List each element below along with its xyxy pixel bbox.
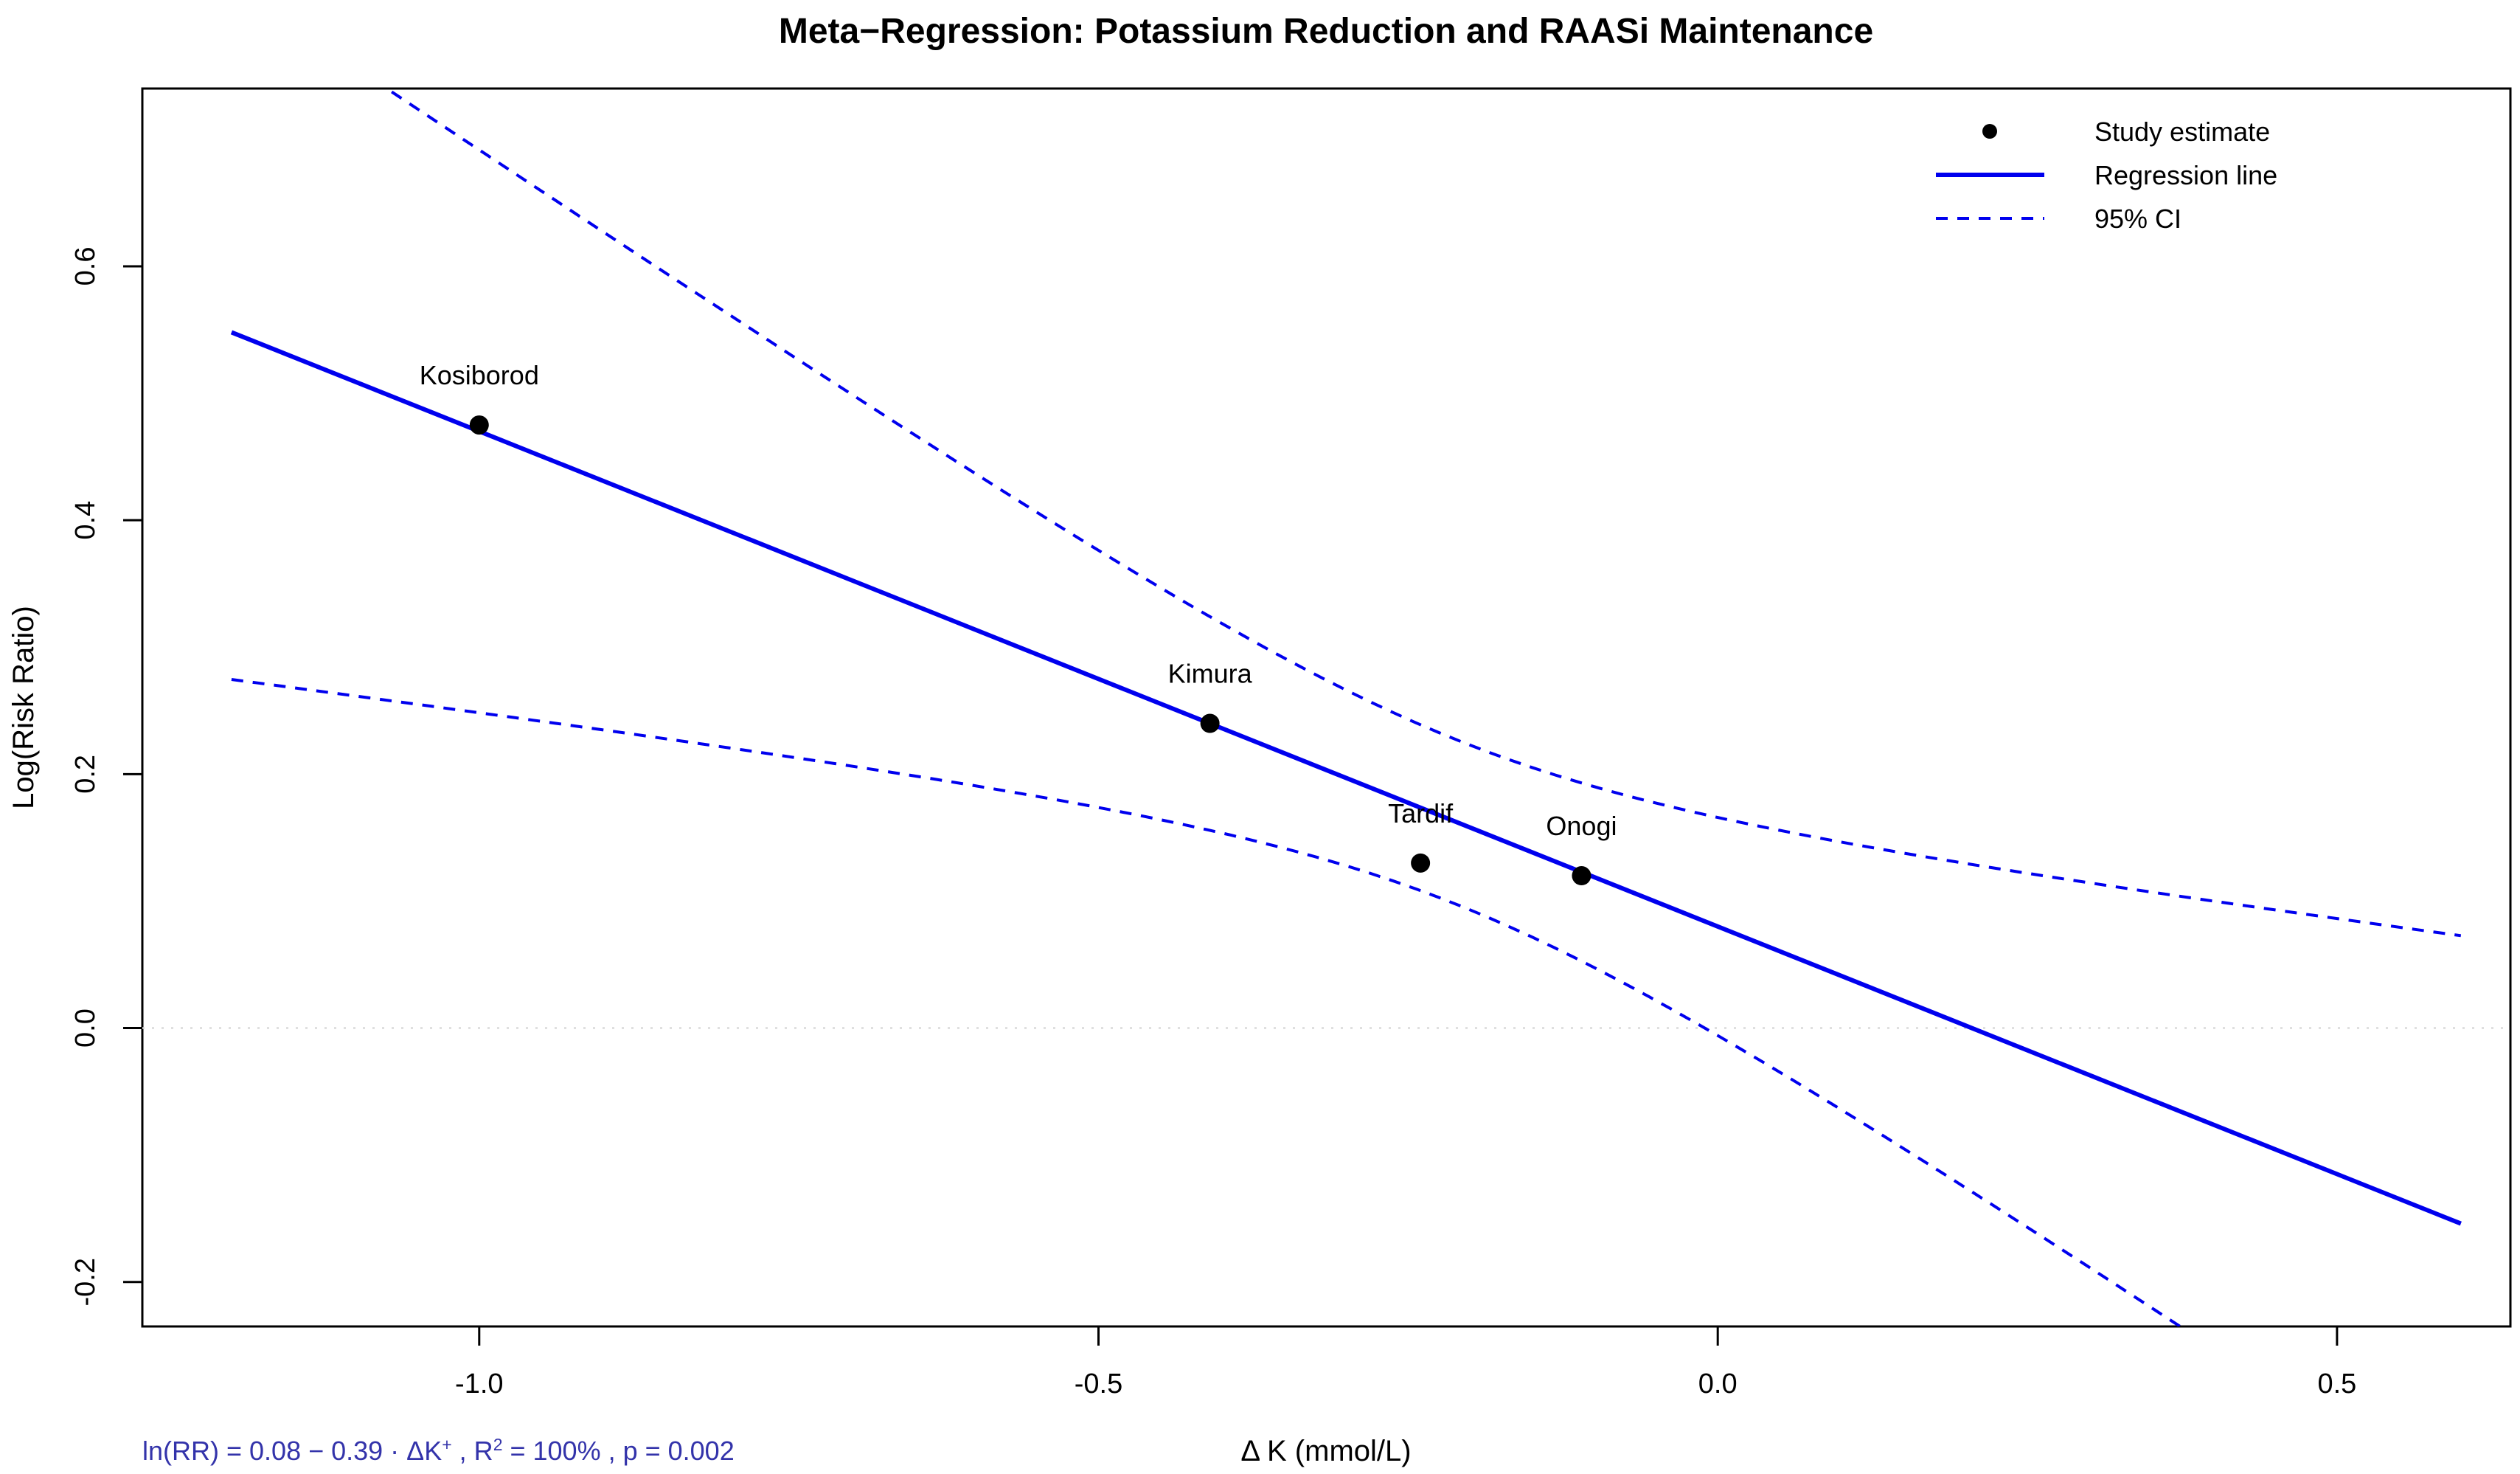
x-tick-label: -1.0 bbox=[455, 1369, 503, 1399]
data-point-kosiborod bbox=[469, 415, 489, 435]
legend-label-95ci: 95% CI bbox=[2094, 204, 2181, 234]
y-tick-label: 0.4 bbox=[70, 501, 101, 540]
x-axis: -1.0 -0.5 0.0 0.5 bbox=[455, 1326, 2356, 1399]
y-tick-label: 0.0 bbox=[70, 1008, 101, 1048]
equation-text: ln(RR) = 0.08 − 0.39 · ΔK bbox=[142, 1436, 442, 1466]
legend-item-study-estimate: Study estimate bbox=[1982, 117, 2270, 147]
y-axis-title: Log(Risk Ratio) bbox=[7, 606, 40, 809]
x-tick-label: 0.5 bbox=[2317, 1369, 2356, 1399]
equation-superscript-plus: + bbox=[442, 1435, 452, 1454]
y-tick-label: -0.2 bbox=[70, 1258, 101, 1306]
legend-item-regression-line: Regression line bbox=[1936, 160, 2277, 190]
study-estimate-marker-icon bbox=[1982, 124, 1997, 139]
regression-layer bbox=[230, 330, 2462, 1226]
data-point-labels: Kosiborod Kimura Tardif Onogi bbox=[420, 360, 1617, 841]
data-point-label-onogi: Onogi bbox=[1546, 811, 1617, 841]
data-point-kimura bbox=[1200, 713, 1220, 733]
chart-title: Meta−Regression: Potassium Reduction and… bbox=[779, 12, 1873, 51]
data-point-label-kimura: Kimura bbox=[1168, 659, 1253, 689]
y-axis: -0.2 0.0 0.2 0.4 0.6 bbox=[70, 247, 142, 1307]
legend-label-regression-line: Regression line bbox=[2094, 160, 2277, 190]
data-point-label-kosiborod: Kosiborod bbox=[420, 360, 539, 390]
x-axis-title: Δ K (mmol/L) bbox=[1240, 1435, 1411, 1467]
equation-text: = 100% , p = 0.002 bbox=[502, 1436, 735, 1466]
data-points bbox=[469, 415, 1592, 886]
legend-item-95ci: 95% CI bbox=[1936, 204, 2181, 234]
data-point-tardif bbox=[1411, 853, 1431, 873]
y-tick-label: 0.6 bbox=[70, 247, 101, 286]
legend: Study estimate Regression line 95% CI bbox=[1936, 117, 2277, 234]
x-tick-label: -0.5 bbox=[1075, 1369, 1122, 1399]
equation-text: , R bbox=[451, 1436, 493, 1466]
regression-equation: ln(RR) = 0.08 − 0.39 · ΔK+ , R2 = 100% ,… bbox=[142, 1436, 735, 1467]
regression-line bbox=[230, 330, 2462, 1226]
confidence-band bbox=[231, 89, 2462, 1326]
legend-label-study-estimate: Study estimate bbox=[2094, 117, 2270, 147]
data-point-label-tardif: Tardif bbox=[1388, 798, 1454, 828]
x-tick-label: 0.0 bbox=[1698, 1369, 1738, 1399]
plot-border bbox=[141, 87, 2512, 1328]
equation-superscript-2: 2 bbox=[493, 1435, 503, 1454]
ci-lower-curve bbox=[231, 678, 2183, 1326]
y-tick-label: 0.2 bbox=[70, 755, 101, 794]
data-point-onogi bbox=[1572, 866, 1592, 886]
